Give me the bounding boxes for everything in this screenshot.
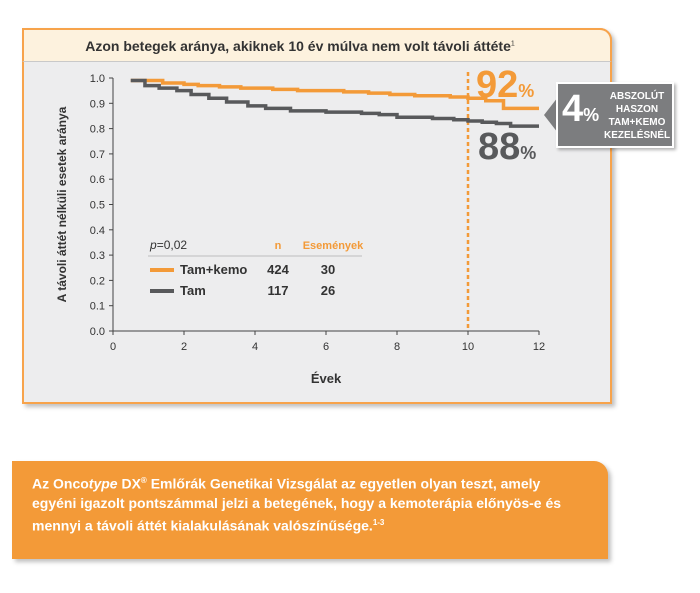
- chart-title: Azon betegek aránya, akiknek 10 év múlva…: [85, 38, 515, 54]
- x-tick-label: 12: [533, 341, 545, 353]
- y-tick-label: 0.5: [90, 200, 105, 212]
- tamkemo-value-label: 92%: [476, 64, 535, 106]
- y-tick-label: 0.9: [90, 98, 105, 110]
- x-tick-label: 4: [252, 341, 258, 353]
- y-tick-label: 0.8: [90, 124, 105, 136]
- p-value: p=0,02: [149, 238, 187, 252]
- x-tick-label: 2: [181, 341, 187, 353]
- x-tick-label: 8: [394, 341, 400, 353]
- x-axis-label: Évek: [311, 371, 342, 386]
- chart-title-footnote: 1: [510, 40, 515, 48]
- legend-events-tam-kemo: 30: [321, 262, 335, 277]
- y-tick-label: 0.7: [90, 149, 105, 161]
- chart-panel-header: [22, 28, 612, 62]
- x-tick-label: 6: [323, 341, 329, 353]
- tam-value-label: 88%: [478, 126, 537, 168]
- y-axis-label: A távoli áttét nélküli esetek aránya: [55, 106, 69, 302]
- x-tick-label: 0: [110, 341, 116, 353]
- legend-events-header: Események: [303, 240, 364, 252]
- y-tick-label: 0.1: [90, 301, 105, 313]
- y-tick-label: 1.0: [90, 73, 105, 85]
- info-banner: Az Oncotype DX® Emlőrák Genetikai Vizsgá…: [12, 461, 608, 559]
- callout-arrow: [544, 97, 558, 133]
- y-tick-label: 0.4: [90, 225, 105, 237]
- legend-n-tam: 117: [268, 283, 289, 298]
- benefit-value: 4%: [562, 88, 600, 130]
- y-tick-label: 0.6: [90, 174, 105, 186]
- series-line-tam-kemo: [130, 78, 539, 111]
- y-tick-label: 0.3: [90, 250, 105, 262]
- legend-n-tam-kemo: 424: [267, 262, 289, 277]
- series-line-tam: [130, 78, 539, 128]
- legend-label-tam-kemo: Tam+kemo: [180, 262, 247, 277]
- legend-events-tam: 26: [321, 283, 335, 298]
- legend-label-tam: Tam: [180, 283, 206, 298]
- x-tick-label: 10: [462, 341, 474, 353]
- benefit-callout: 4% ABSZOLÚT HASZON TAM+KEMO KEZELÉSNÉL: [556, 82, 674, 148]
- y-tick-label: 0.2: [90, 275, 105, 287]
- y-tick-label: 0.0: [90, 326, 105, 338]
- legend-n-header: n: [275, 240, 282, 252]
- benefit-text: ABSZOLÚT HASZON TAM+KEMO KEZELÉSNÉL: [604, 91, 671, 141]
